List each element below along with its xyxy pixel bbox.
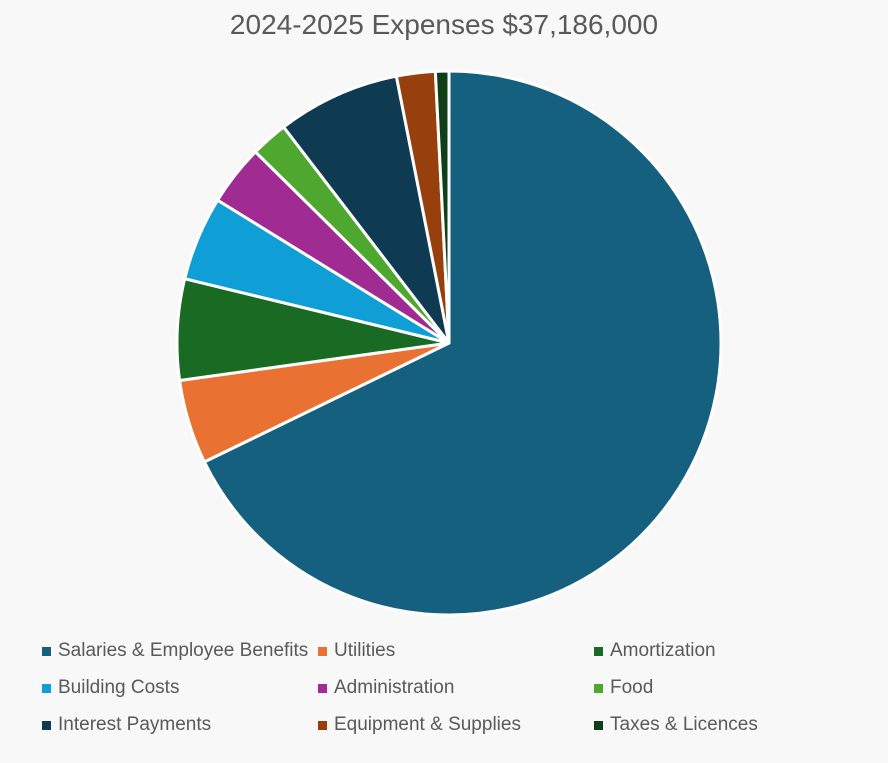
pie-slice-interest-payments: [282, 74, 451, 345]
legend-item-food: Food: [594, 677, 653, 699]
legend-item-equipment-supplies: Equipment & Supplies: [318, 714, 521, 736]
legend-label-administration: Administration: [334, 677, 455, 698]
legend-item-taxes-licences: Taxes & Licences: [594, 714, 758, 736]
legend-item-interest-payments: Interest Payments: [42, 714, 211, 736]
chart-title: 2024-2025 Expenses $37,186,000: [229, 9, 659, 40]
legend-item-amortization: Amortization: [594, 640, 716, 662]
legend-swatch-salaries: [42, 646, 51, 656]
legend-item-administration: Administration: [318, 677, 454, 699]
legend-swatch-taxes-licences: [594, 720, 603, 730]
legend-label-food: Food: [610, 677, 654, 698]
legend-label-taxes-licences: Taxes & Licences: [610, 714, 758, 735]
legend-swatch-food: [594, 683, 603, 693]
legend-item-salaries: Salaries & Employee Benefits: [42, 640, 308, 662]
legend-swatch-interest-payments: [42, 720, 51, 730]
legend-swatch-building-costs: [42, 683, 51, 693]
legend-item-building-costs: Building Costs: [42, 677, 179, 699]
pie-slice-taxes-licences: [433, 69, 451, 345]
legend-item-utilities: Utilities: [318, 640, 395, 662]
legend-label-building-costs: Building Costs: [58, 677, 180, 698]
legend-label-amortization: Amortization: [610, 640, 716, 661]
legend-label-equipment-supplies: Equipment & Supplies: [334, 714, 521, 735]
legend-label-salaries: Salaries & Employee Benefits: [58, 640, 309, 661]
legend-label-interest-payments: Interest Payments: [58, 714, 212, 735]
pie-slice-salaries-employee-benefits: [202, 69, 723, 617]
legend-swatch-utilities: [318, 646, 327, 656]
legend-swatch-equipment-supplies: [318, 720, 327, 730]
legend-label-utilities: Utilities: [334, 640, 396, 661]
legend-swatch-administration: [318, 683, 327, 693]
legend-swatch-amortization: [594, 646, 603, 656]
